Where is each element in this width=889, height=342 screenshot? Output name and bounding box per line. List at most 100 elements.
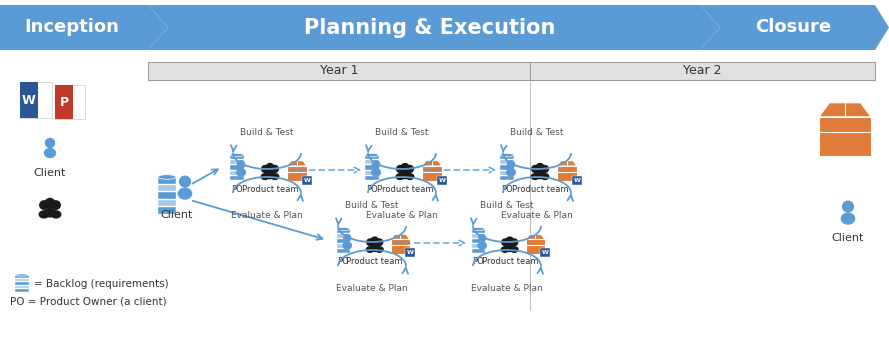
Text: PO: PO: [338, 258, 349, 266]
FancyBboxPatch shape: [230, 160, 244, 165]
Text: Product team: Product team: [347, 258, 403, 266]
Ellipse shape: [371, 245, 379, 251]
FancyBboxPatch shape: [337, 234, 350, 238]
Ellipse shape: [472, 227, 485, 231]
Ellipse shape: [401, 172, 410, 179]
Ellipse shape: [511, 247, 518, 252]
Polygon shape: [557, 161, 577, 166]
Ellipse shape: [261, 174, 268, 180]
Ellipse shape: [44, 209, 55, 217]
Circle shape: [45, 139, 54, 147]
FancyBboxPatch shape: [472, 239, 485, 243]
FancyBboxPatch shape: [55, 85, 73, 119]
Text: Product team: Product team: [512, 185, 568, 194]
Circle shape: [52, 201, 60, 209]
FancyBboxPatch shape: [365, 171, 379, 175]
Text: Build & Test: Build & Test: [510, 128, 564, 137]
Ellipse shape: [366, 247, 373, 252]
Ellipse shape: [506, 245, 514, 251]
Circle shape: [843, 201, 853, 212]
Circle shape: [401, 163, 409, 172]
Text: Client: Client: [161, 210, 193, 220]
FancyBboxPatch shape: [158, 200, 176, 207]
Circle shape: [506, 237, 514, 245]
FancyBboxPatch shape: [365, 176, 379, 180]
Circle shape: [372, 161, 380, 168]
Ellipse shape: [343, 242, 351, 249]
FancyBboxPatch shape: [472, 249, 485, 253]
Ellipse shape: [266, 172, 275, 179]
FancyBboxPatch shape: [15, 275, 29, 278]
FancyBboxPatch shape: [230, 166, 244, 170]
Text: PO: PO: [366, 185, 378, 194]
Ellipse shape: [337, 227, 350, 231]
Text: Product team: Product team: [482, 258, 538, 266]
Polygon shape: [526, 234, 545, 239]
FancyBboxPatch shape: [472, 244, 485, 248]
FancyBboxPatch shape: [572, 175, 582, 184]
FancyBboxPatch shape: [337, 244, 350, 248]
Circle shape: [376, 239, 382, 246]
Ellipse shape: [271, 174, 279, 180]
Circle shape: [261, 166, 268, 172]
Text: PO = Product Owner (a client): PO = Product Owner (a client): [10, 297, 166, 307]
FancyBboxPatch shape: [557, 166, 577, 181]
Polygon shape: [422, 161, 442, 166]
Text: Build & Test: Build & Test: [480, 201, 533, 210]
Text: Client: Client: [34, 168, 66, 178]
FancyBboxPatch shape: [337, 249, 350, 253]
FancyBboxPatch shape: [158, 192, 176, 199]
FancyBboxPatch shape: [301, 175, 312, 184]
Text: Year 2: Year 2: [684, 65, 722, 78]
FancyBboxPatch shape: [391, 239, 410, 254]
FancyBboxPatch shape: [15, 289, 29, 292]
Circle shape: [371, 237, 379, 245]
Ellipse shape: [372, 169, 380, 176]
Text: W: W: [438, 177, 445, 183]
FancyBboxPatch shape: [230, 171, 244, 175]
Ellipse shape: [15, 274, 29, 276]
Ellipse shape: [501, 247, 509, 252]
FancyBboxPatch shape: [158, 185, 176, 191]
Text: Evaluate & Plan: Evaluate & Plan: [501, 211, 573, 220]
Circle shape: [396, 166, 404, 172]
FancyBboxPatch shape: [472, 234, 485, 238]
Polygon shape: [287, 161, 307, 166]
Circle shape: [367, 239, 373, 246]
Polygon shape: [819, 103, 871, 117]
Ellipse shape: [396, 174, 404, 180]
FancyBboxPatch shape: [230, 155, 244, 159]
Text: Evaluate & Plan: Evaluate & Plan: [336, 284, 408, 293]
Ellipse shape: [478, 242, 486, 249]
FancyBboxPatch shape: [337, 239, 350, 243]
FancyBboxPatch shape: [55, 85, 85, 119]
FancyBboxPatch shape: [15, 282, 29, 285]
Text: W: W: [406, 250, 413, 255]
Circle shape: [45, 198, 55, 208]
Ellipse shape: [535, 172, 544, 179]
FancyBboxPatch shape: [526, 239, 545, 254]
Circle shape: [508, 161, 515, 168]
Circle shape: [40, 201, 48, 209]
Text: Product team: Product team: [242, 185, 298, 194]
Text: Build & Test: Build & Test: [345, 201, 399, 210]
Ellipse shape: [841, 213, 854, 224]
Text: W: W: [573, 177, 581, 183]
Polygon shape: [0, 5, 168, 50]
FancyBboxPatch shape: [148, 62, 875, 80]
Text: Evaluate & Plan: Evaluate & Plan: [471, 284, 543, 293]
FancyBboxPatch shape: [287, 166, 307, 181]
Text: W: W: [22, 93, 36, 106]
Circle shape: [532, 166, 539, 172]
Text: Product team: Product team: [377, 185, 433, 194]
FancyBboxPatch shape: [158, 207, 176, 214]
Text: Evaluate & Plan: Evaluate & Plan: [231, 211, 303, 220]
Ellipse shape: [507, 169, 516, 176]
Polygon shape: [148, 5, 720, 50]
FancyBboxPatch shape: [158, 177, 176, 184]
Circle shape: [406, 166, 413, 172]
Text: = Backlog (requirements): = Backlog (requirements): [34, 279, 169, 289]
Ellipse shape: [236, 169, 245, 176]
Polygon shape: [391, 234, 410, 239]
Circle shape: [180, 176, 190, 187]
